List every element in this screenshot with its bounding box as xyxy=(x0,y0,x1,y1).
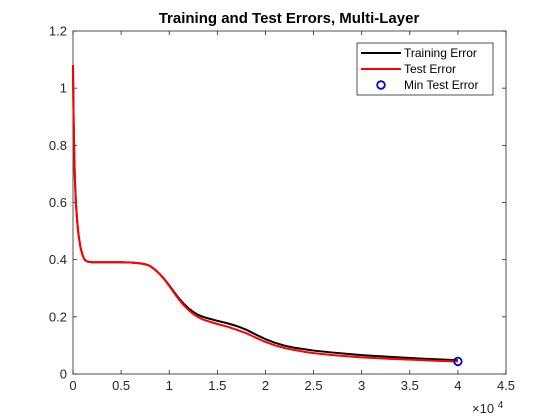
chart-title: Training and Test Errors, Multi-Layer xyxy=(159,10,420,27)
x-axis-exponent-base: ×10 xyxy=(472,401,494,416)
legend-label-min-test-error: Min Test Error xyxy=(404,78,478,92)
y-tick-label: 0 xyxy=(60,367,67,382)
x-tick-label: 3 xyxy=(358,378,365,393)
x-axis-exponent-power: 4 xyxy=(498,400,504,411)
y-tick-label: 0.8 xyxy=(49,138,67,153)
x-tick-label: 1 xyxy=(166,378,173,393)
x-tick-label: 0.5 xyxy=(112,378,130,393)
y-tick-label: 0.6 xyxy=(49,195,67,210)
legend-swatch-min-test-error xyxy=(376,80,386,90)
x-tick-label: 3.5 xyxy=(401,378,419,393)
x-axis-exponent: ×10 4 xyxy=(472,400,504,416)
x-tick-label: 0 xyxy=(69,378,76,393)
legend: Training Error Test Error Min Test Error xyxy=(356,42,494,96)
x-tick-label: 4 xyxy=(454,378,461,393)
y-tick-label: 1.2 xyxy=(49,24,67,39)
min-test-error-marker xyxy=(453,356,463,367)
y-tick-label: 1 xyxy=(60,81,67,96)
y-tick-label: 0.4 xyxy=(49,252,67,267)
x-tick-label: 4.5 xyxy=(497,378,515,393)
legend-label-test-error: Test Error xyxy=(404,62,456,76)
legend-label-training-error: Training Error xyxy=(404,46,477,60)
x-tick-label: 2.5 xyxy=(305,378,323,393)
x-tick-label: 2 xyxy=(262,378,269,393)
y-tick-label: 0.2 xyxy=(49,309,67,324)
test-error-line xyxy=(72,65,458,363)
x-tick-label: 1.5 xyxy=(208,378,226,393)
